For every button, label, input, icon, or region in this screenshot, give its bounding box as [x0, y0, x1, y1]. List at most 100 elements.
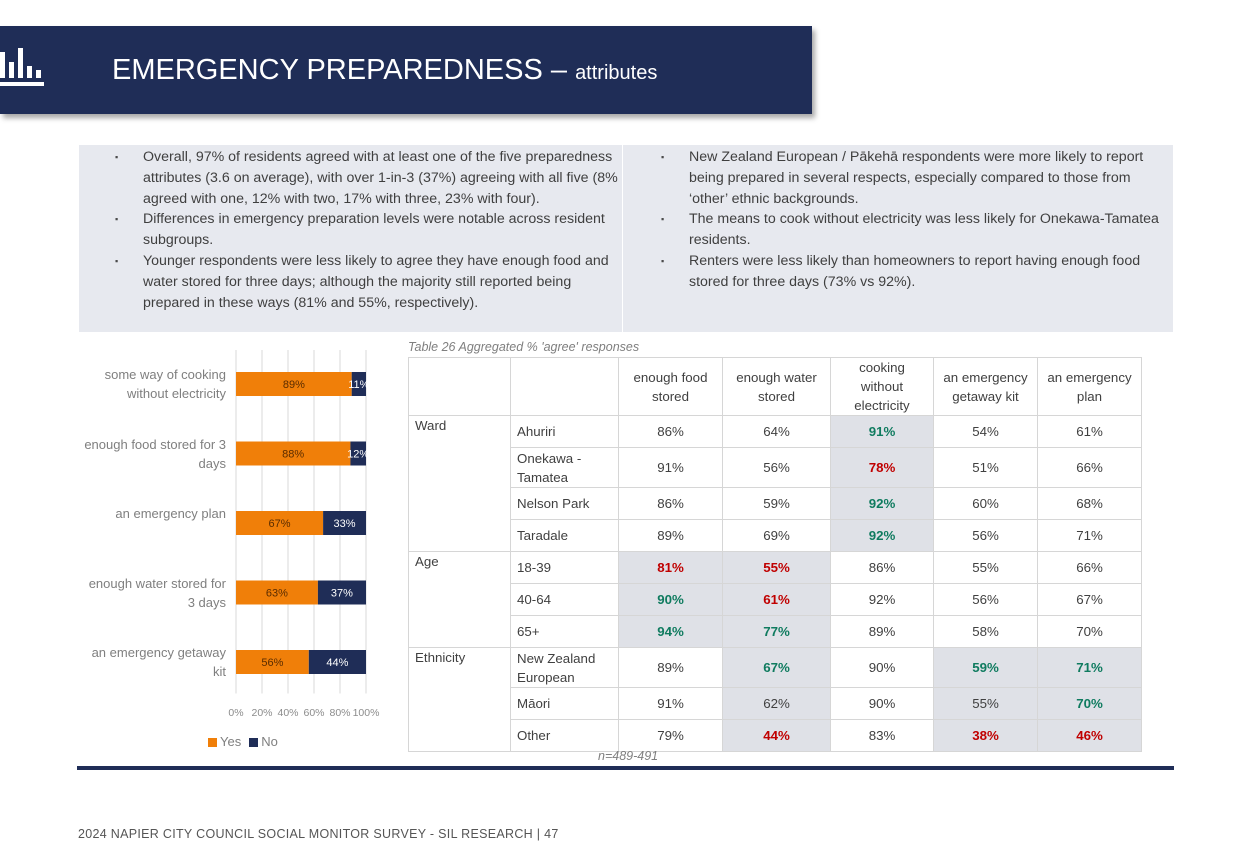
table-row: Age 18-39 81% 55% 86% 55% 66%: [408, 551, 1142, 648]
table-row: Ward Ahuriri 86% 64% 91% 54% 61%: [408, 415, 1142, 552]
summary-bullet: ▪ Differences in emergency preparation le…: [79, 209, 619, 251]
chart-legend: Yes No: [208, 734, 286, 749]
summary-bullet: ▪ Renters were less likely than homeowner…: [625, 251, 1173, 293]
row-label: 40-64: [510, 583, 619, 616]
header-blank-cell: [510, 357, 619, 416]
column-header: enough food stored: [618, 357, 723, 416]
bar-value-label: 88%: [282, 449, 304, 461]
table-caption: Table 26 Aggregated % 'agree' responses: [408, 340, 640, 354]
page-title: EMERGENCY PREPAREDNESS – attributes: [112, 54, 657, 87]
category-label: some way of cooking without electricity: [104, 367, 226, 401]
value-cell: 86%: [618, 415, 723, 448]
value-cell: 60%: [933, 487, 1038, 520]
value-cell: 55%: [722, 551, 831, 584]
summary-left-list: ▪ Overall, 97% of residents agreed with a…: [79, 147, 619, 313]
bar-yes-3: [236, 580, 318, 605]
legend-item-yes: Yes: [208, 734, 241, 749]
legend-label: No: [261, 734, 278, 749]
page-footer: 2024 NAPIER CITY COUNCIL SOCIAL MONITOR …: [78, 827, 559, 841]
value-cell: 51%: [933, 447, 1038, 488]
table-row: Nelson Park 86% 59% 92% 60% 68%: [409, 487, 1142, 520]
bar-yes-0: [236, 372, 352, 396]
value-cell: 90%: [830, 687, 934, 720]
title-main: EMERGENCY PREPAREDNESS –: [112, 54, 567, 86]
row-label: Ahuriri: [510, 415, 619, 448]
summary-divider: [622, 145, 623, 332]
value-cell: 89%: [618, 647, 723, 688]
row-label: Taradale: [510, 519, 619, 552]
value-cell: 77%: [722, 615, 831, 648]
x-tick-label: 100%: [353, 707, 380, 719]
value-cell: 62%: [722, 687, 831, 720]
summary-bullet-text: Differences in emergency preparation lev…: [143, 211, 605, 249]
legend-label: Yes: [220, 734, 242, 749]
value-cell: 71%: [1037, 519, 1142, 552]
summary-panel: ▪ Overall, 97% of residents agreed with a…: [79, 145, 1173, 332]
summary-bullet: ▪ New Zealand European / Pākehā responden…: [625, 147, 1173, 209]
sample-size-note: n=489-491: [598, 749, 659, 763]
summary-bullet: ▪ The means to cook without electricity w…: [625, 209, 1173, 251]
summary-bullet: ▪ Younger respondents were less likely to…: [79, 251, 619, 313]
value-cell: 66%: [1037, 551, 1142, 584]
value-cell: 61%: [1037, 415, 1142, 448]
column-header: an emergency getaway kit: [933, 357, 1038, 416]
value-cell: 59%: [722, 487, 831, 520]
bullet-marker-icon: ▪: [115, 214, 119, 225]
bar-value-label: 67%: [269, 518, 291, 530]
bar-no-3: [317, 580, 366, 605]
category-label: an emergency plan: [115, 506, 226, 521]
agree-responses-table: enough food stored enough water stored coo…: [408, 357, 1142, 752]
value-cell: 67%: [1037, 583, 1142, 616]
value-cell: 54%: [933, 415, 1038, 448]
legend-swatch: [249, 738, 259, 748]
table-row: Onekawa - Tamatea 91% 56% 78% 51% 66%: [409, 447, 1142, 488]
value-cell: 55%: [933, 687, 1038, 720]
value-cell: 83%: [830, 719, 934, 752]
legend-swatch: [208, 738, 217, 748]
x-tick-label: 60%: [303, 707, 324, 719]
row-label: Other: [510, 719, 619, 752]
value-cell: 58%: [933, 615, 1038, 648]
bar-value-label: 11%: [348, 379, 369, 391]
value-cell: 90%: [830, 647, 934, 688]
table-row: Ethnicity New Zealand European 89% 67% 90% 59…: [408, 647, 1142, 752]
summary-bullet-text: Younger respondents were less likely to …: [143, 252, 609, 311]
value-cell: 64%: [722, 415, 831, 448]
column-header: enough water stored: [722, 357, 831, 416]
value-cell: 56%: [933, 519, 1038, 552]
bar-no-2: [323, 511, 366, 535]
title-banner: EMERGENCY PREPAREDNESS – attributes: [0, 26, 812, 114]
value-cell: 69%: [722, 519, 831, 552]
group-label: Age: [408, 551, 511, 648]
row-label: Māori: [510, 687, 619, 720]
value-cell: 91%: [830, 415, 934, 448]
table-row: Other 79% 44% 83% 38% 46%: [409, 719, 1142, 752]
category-label: enough food stored for 3 days: [84, 436, 226, 471]
table-row: 40-64 90% 61% 92% 56% 67%: [409, 583, 1142, 616]
value-cell: 92%: [830, 519, 934, 552]
bar-value-label: 56%: [261, 657, 283, 669]
bullet-marker-icon: ▪: [661, 152, 665, 162]
bullet-marker-icon: ▪: [115, 152, 119, 162]
value-cell: 91%: [618, 447, 723, 488]
category-label: enough water stored for 3 days: [88, 575, 226, 610]
bar-value-label: 44%: [326, 657, 348, 669]
table-header-row: enough food stored enough water stored coo…: [408, 357, 1142, 416]
legend-item-no: No: [249, 734, 278, 749]
value-cell: 81%: [618, 551, 723, 584]
value-cell: 92%: [830, 583, 934, 616]
value-cell: 46%: [1037, 719, 1142, 752]
row-label: Onekawa - Tamatea: [510, 447, 619, 488]
value-cell: 56%: [722, 447, 831, 488]
bar-no-1: [350, 441, 366, 466]
row-label: Nelson Park: [510, 487, 619, 520]
bar-chart-icon: [0, 48, 44, 86]
column-header: an emergency plan: [1037, 357, 1142, 416]
x-tick-label: 80%: [329, 707, 350, 719]
bar-value-label: 37%: [331, 588, 353, 600]
value-cell: 56%: [933, 583, 1038, 616]
bullet-marker-icon: ▪: [661, 214, 665, 225]
summary-bullet-text: The means to cook without electricity wa…: [689, 211, 1159, 249]
summary-bullet: ▪ Overall, 97% of residents agreed with a…: [79, 147, 619, 209]
bar-value-label: 63%: [266, 588, 288, 600]
